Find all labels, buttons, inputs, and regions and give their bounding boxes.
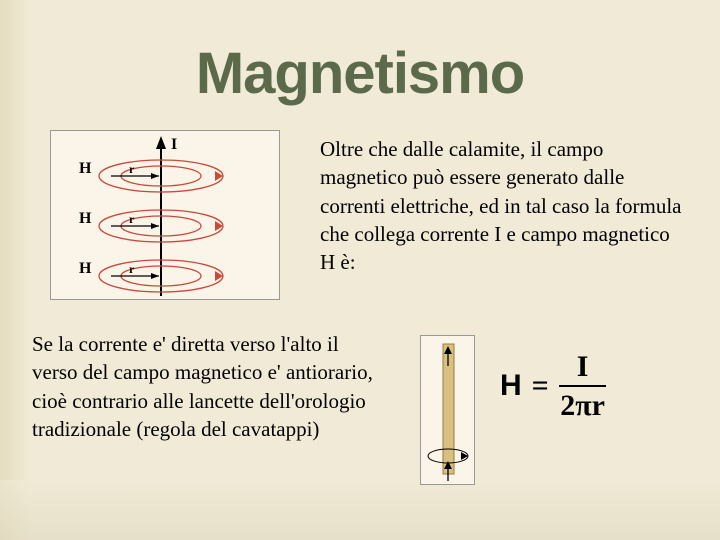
formula-lhs: H [500,369,522,403]
formula-denominator: 2πr [560,387,605,422]
label-radius: r [129,262,135,276]
label-field: H [79,160,92,177]
label-radius: r [129,162,135,176]
loop-row-3: r H [79,260,223,292]
paragraph-2: Se la corrente e' diretta verso l'alto i… [32,330,382,443]
label-current: I [171,136,177,153]
label-field: H [79,210,92,227]
page-title: Magnetismo [0,40,720,107]
formula-h-equals: H = I 2πr [500,350,606,422]
diagram-vertical-wire [420,335,475,485]
paragraph-1: Oltre che dalle calamite, il campo magne… [320,135,690,277]
diagram-concentric-loops: I r H r H r H [50,130,280,300]
loop-row-2: r H [79,210,223,242]
label-field: H [79,260,92,277]
loop-row-1: r H [79,160,223,192]
formula-eq: = [532,369,549,403]
label-radius: r [129,212,135,226]
formula-numerator: I [559,350,607,387]
bottom-decorative-band [0,480,720,540]
